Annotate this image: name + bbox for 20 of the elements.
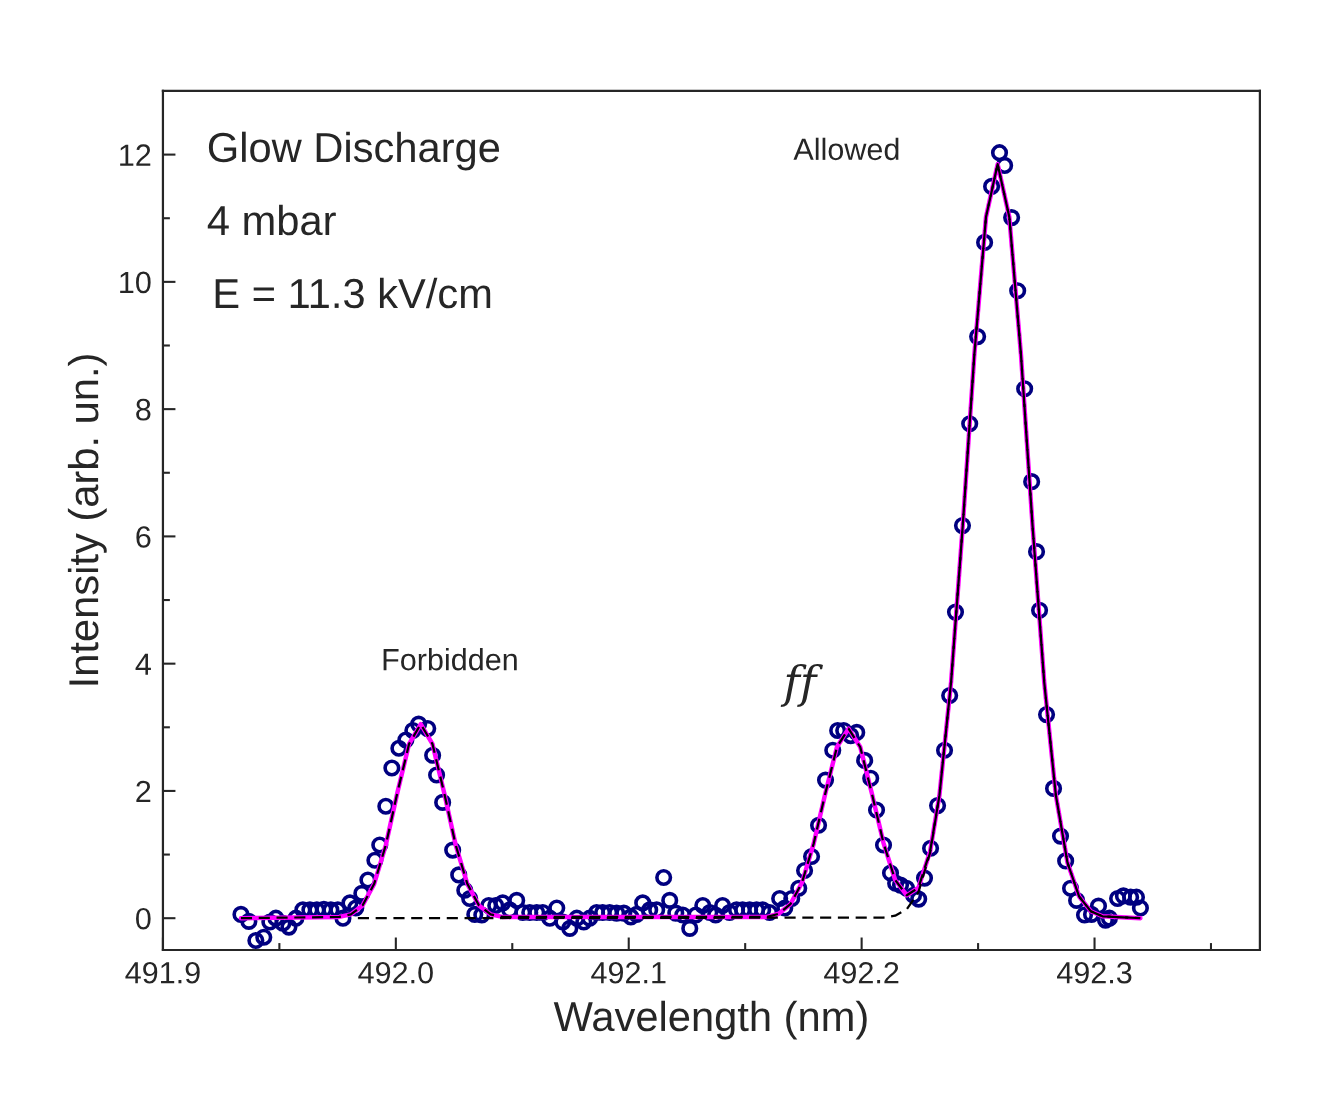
y-tick-label: 0 xyxy=(136,907,151,930)
x-tick-label: 492.2 xyxy=(824,961,899,984)
y-tick-label: 4 xyxy=(135,653,151,675)
x-tick-label: 491.9 xyxy=(125,961,200,984)
annotation: ff xyxy=(780,663,823,707)
annotation: Glow Discharge xyxy=(208,131,500,171)
y-tick-label: 2 xyxy=(136,780,151,802)
y-axis-title: Intensity (arb. un.) xyxy=(67,355,107,685)
y-tick-label: 8 xyxy=(136,398,151,421)
y-tick-label: 6 xyxy=(136,526,151,548)
y-tick-label: 12 xyxy=(120,144,151,166)
annotation: Forbidden xyxy=(383,647,517,671)
x-tick-label: 492.0 xyxy=(358,961,433,984)
annotation: Allowed xyxy=(793,137,899,161)
x-tick-label: 492.3 xyxy=(1057,961,1132,984)
x-tick-label: 492.1 xyxy=(591,961,666,984)
x-axis-title: Wavelength (nm) xyxy=(553,1000,867,1040)
annotation: 4 mbar xyxy=(207,204,336,236)
annotation: E = 11.3 kV/cm xyxy=(215,277,491,309)
y-tick-label: 10 xyxy=(120,271,151,294)
